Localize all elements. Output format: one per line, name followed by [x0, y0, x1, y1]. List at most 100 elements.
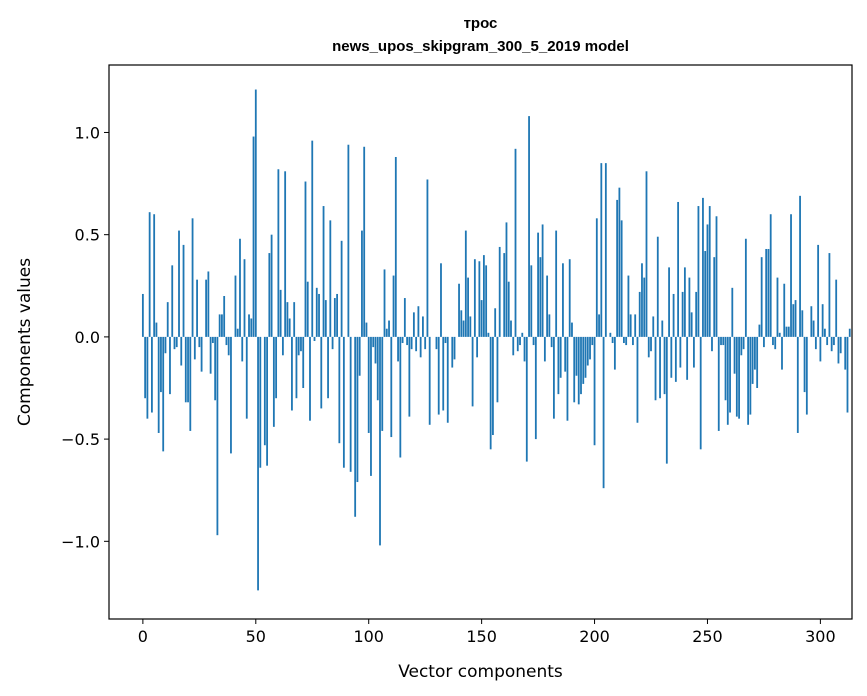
bar: [225, 336, 228, 346]
bar: [537, 232, 539, 337]
bar: [528, 116, 530, 337]
bar: [505, 222, 508, 337]
bar: [742, 336, 745, 350]
bar: [670, 336, 673, 378]
bar: [428, 336, 431, 425]
x-axis-ticks: 0 50 100 150 200 250 300: [138, 619, 836, 646]
bar: [223, 296, 226, 337]
bar: [356, 336, 359, 483]
bar: [713, 257, 716, 337]
bar: [557, 336, 560, 395]
bar: [383, 269, 386, 337]
x-axis-label: Vector components: [398, 662, 563, 682]
bar: [772, 336, 774, 346]
chart-title-line1: трос: [464, 15, 498, 32]
bar: [403, 298, 406, 337]
bar: [169, 336, 171, 395]
bar: [473, 259, 476, 337]
bar: [487, 332, 490, 337]
bar: [584, 336, 587, 378]
bar: [695, 291, 698, 337]
bar: [281, 336, 284, 356]
bar: [656, 236, 659, 337]
bar: [399, 336, 402, 458]
bar: [792, 304, 795, 337]
bar: [812, 320, 815, 337]
bar: [623, 336, 625, 344]
bar: [814, 336, 817, 350]
bar: [320, 336, 323, 409]
bar: [315, 287, 318, 337]
x-tick-label: 200: [579, 627, 610, 646]
bar: [361, 230, 363, 337]
bar: [451, 336, 454, 368]
bar: [494, 308, 497, 337]
bar: [564, 336, 567, 372]
bar: [568, 259, 571, 337]
bar: [272, 336, 275, 427]
bar: [221, 314, 223, 337]
bar: [187, 336, 189, 403]
bar: [805, 336, 808, 415]
bar: [562, 263, 564, 337]
bar: [379, 336, 381, 546]
y-axis-ticks: −1.0 −0.5 0.0 0.5 1.0: [61, 123, 109, 551]
bar: [753, 336, 756, 370]
bar: [697, 206, 700, 337]
bar: [787, 326, 790, 337]
bar: [717, 336, 720, 431]
bar: [182, 244, 185, 337]
bar: [284, 171, 287, 337]
bar: [512, 336, 515, 356]
bar: [453, 336, 456, 360]
bar: [426, 179, 429, 337]
bar: [747, 336, 750, 425]
bar: [774, 336, 777, 350]
bar: [751, 336, 754, 384]
bar: [440, 263, 442, 337]
bar: [503, 253, 506, 337]
bar: [209, 336, 212, 374]
bar: [668, 267, 670, 337]
bar: [489, 336, 492, 450]
bar: [291, 336, 293, 411]
bar: [627, 275, 630, 337]
bar: [769, 214, 772, 337]
bar: [189, 336, 192, 431]
bar: [164, 336, 167, 354]
bar: [324, 300, 327, 337]
bar: [580, 336, 582, 395]
bar: [650, 336, 652, 352]
bar: [828, 253, 831, 337]
bar: [785, 326, 788, 337]
bar: [826, 336, 829, 346]
bar: [322, 206, 325, 337]
bar: [550, 336, 553, 348]
bar: [476, 336, 479, 358]
bar: [205, 279, 208, 337]
bar: [478, 261, 481, 337]
bar: [507, 281, 510, 337]
bar: [180, 336, 183, 366]
y-tick-label: −0.5: [61, 430, 100, 449]
bar: [616, 199, 619, 337]
bar: [555, 230, 558, 337]
bar: [410, 336, 413, 350]
bar: [266, 336, 268, 466]
bar: [690, 312, 693, 337]
bar: [613, 336, 616, 370]
bar: [652, 316, 655, 337]
bar: [817, 244, 820, 337]
bar: [367, 336, 370, 433]
bar: [521, 332, 524, 337]
bar: [525, 336, 528, 462]
bar: [571, 322, 573, 337]
bar: [823, 328, 826, 337]
bar: [821, 304, 824, 337]
bar: [663, 336, 666, 395]
bar: [388, 320, 390, 337]
bar: [485, 265, 488, 337]
bar: [471, 336, 474, 407]
bar: [397, 336, 399, 362]
bar: [406, 336, 409, 346]
